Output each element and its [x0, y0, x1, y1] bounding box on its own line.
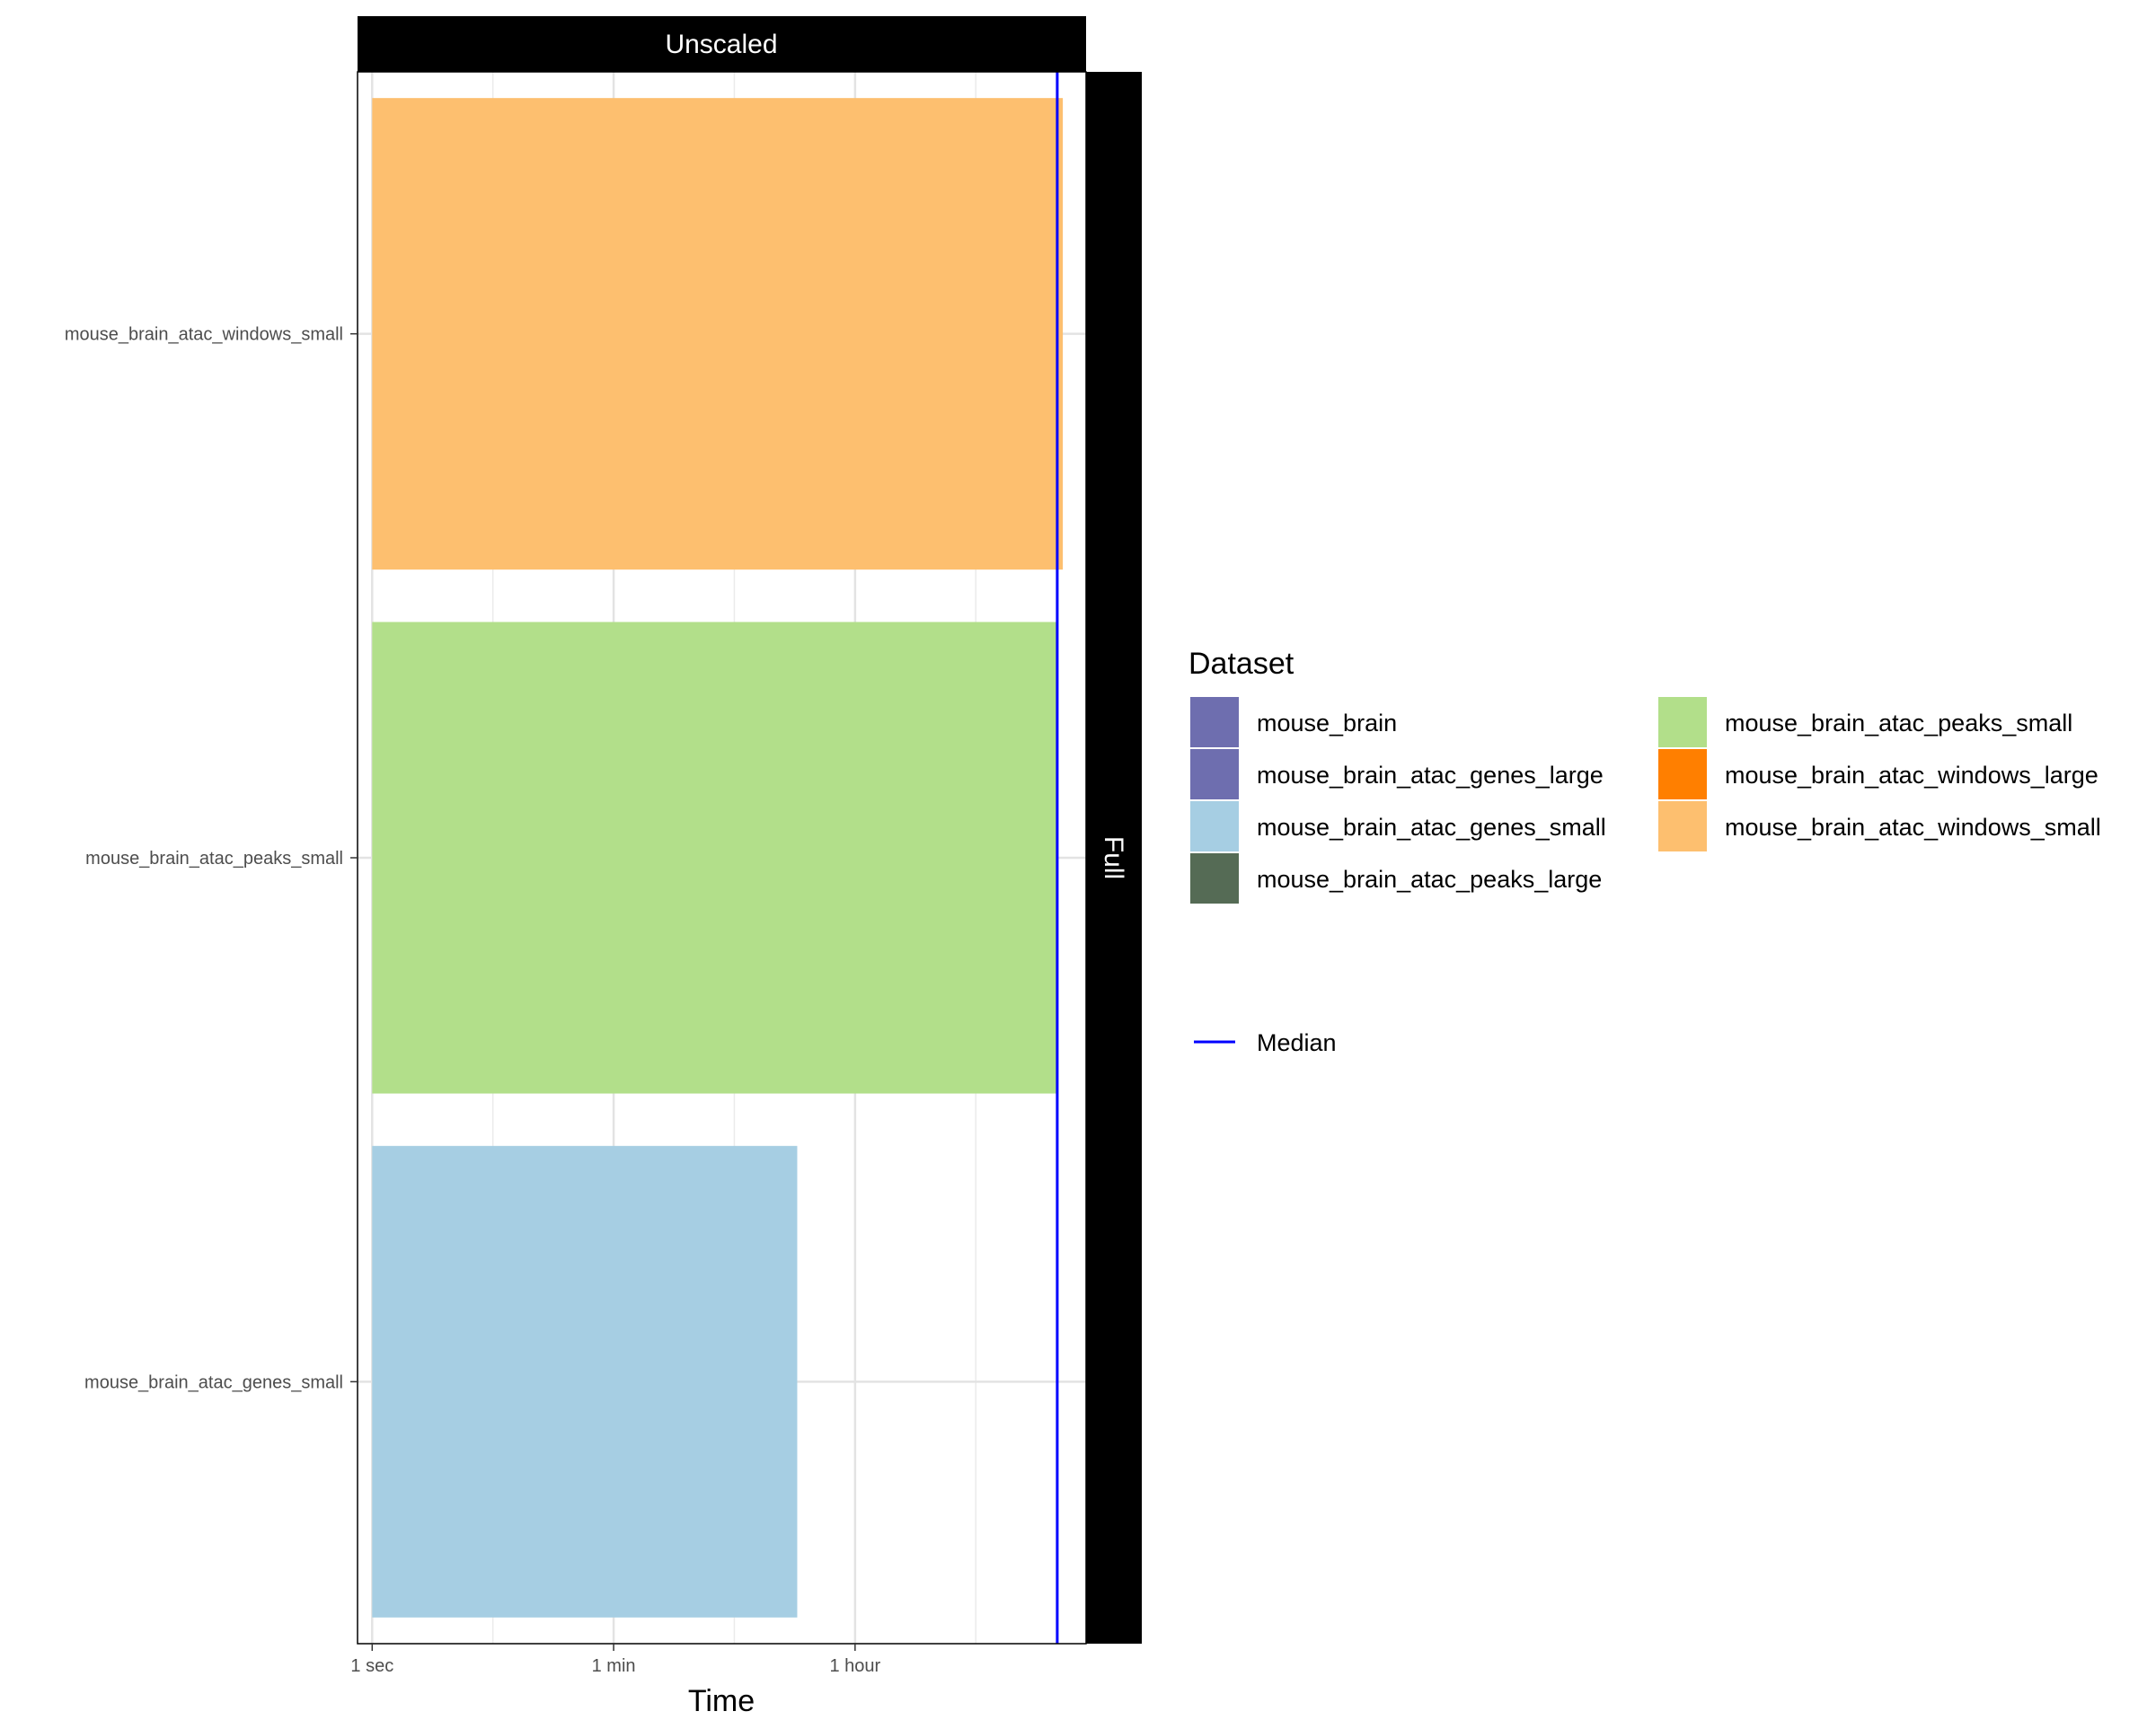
x-axis-title: Time: [688, 1684, 755, 1718]
bar-mouse_brain_atac_genes_small: [372, 1145, 798, 1618]
legend-key: [1658, 801, 1707, 851]
y-tick-label: mouse_brain_atac_windows_small: [65, 325, 343, 345]
legend-key: [1658, 697, 1707, 747]
facet-strip-top: [358, 16, 1086, 72]
x-tick-label: 1 hour: [829, 1656, 880, 1676]
legend-key: [1190, 749, 1239, 799]
x-axis: 1 sec 1 min 1 hour: [350, 1644, 881, 1676]
y-tick-label: mouse_brain_atac_peaks_small: [85, 849, 343, 869]
facet-strip-right-label: Full: [1099, 836, 1128, 879]
legend-label: mouse_brain_atac_peaks_large: [1257, 866, 1602, 893]
bar-mouse_brain_atac_peaks_small: [372, 622, 1057, 1094]
legend-key: [1190, 801, 1239, 851]
legend-label: mouse_brain_atac_windows_large: [1725, 762, 2099, 789]
x-tick-label: 1 min: [592, 1656, 636, 1676]
legend-label: mouse_brain_atac_genes_large: [1257, 762, 1604, 789]
median-legend: Median: [1194, 1029, 1337, 1056]
legend-title: Dataset: [1188, 647, 1294, 681]
bars-layer: [372, 98, 1064, 1618]
x-tick-label: 1 sec: [350, 1656, 393, 1676]
y-axis: mouse_brain_atac_windows_small mouse_brai…: [65, 325, 358, 1392]
bar-mouse_brain_atac_windows_small: [372, 98, 1064, 570]
legend-key: [1190, 697, 1239, 747]
legend-key: [1190, 853, 1239, 904]
facet-strip-right: [1086, 72, 1142, 1644]
legend-key: [1658, 749, 1707, 799]
facet-strip-top-label: Unscaled: [665, 30, 777, 59]
median-legend-label: Median: [1257, 1029, 1337, 1056]
y-tick-label: mouse_brain_atac_genes_small: [84, 1372, 343, 1392]
legend-label: mouse_brain_atac_genes_small: [1257, 814, 1606, 841]
legend-label: mouse_brain_atac_windows_small: [1725, 814, 2101, 841]
legend: Dataset mouse_brain mouse_brain_atac_gene…: [1188, 647, 2101, 904]
legend-label: mouse_brain: [1257, 710, 1397, 737]
legend-label: mouse_brain_atac_peaks_small: [1725, 710, 2072, 737]
